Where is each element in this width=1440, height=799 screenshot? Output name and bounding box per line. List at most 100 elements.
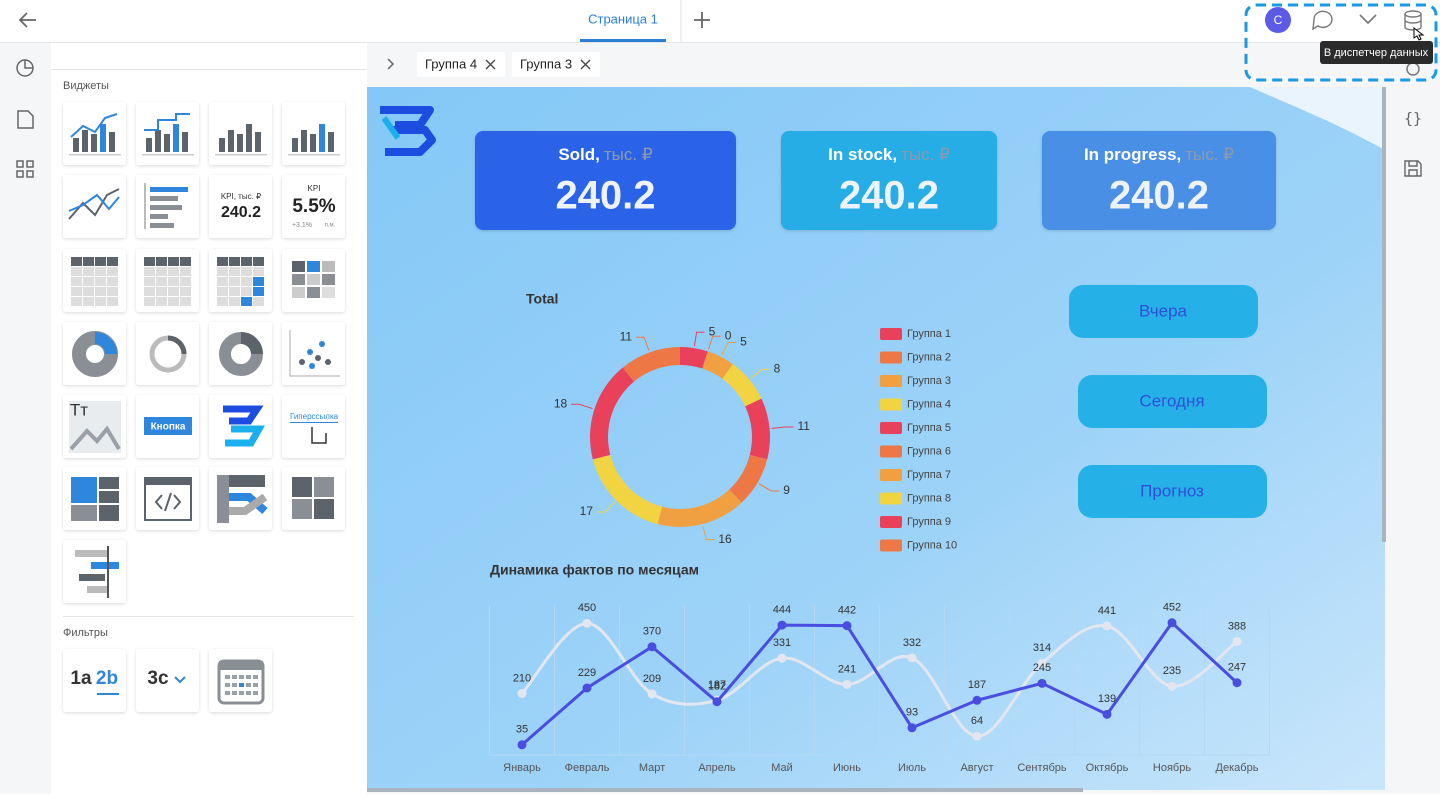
widget-tile[interactable] <box>63 540 126 603</box>
dashboard-button[interactable] <box>1078 375 1267 428</box>
icon-shape <box>246 124 252 152</box>
legend-label: Группа 7 <box>907 469 951 481</box>
widget-icon <box>72 331 118 377</box>
kpi-card <box>1042 131 1276 230</box>
icon-shape <box>225 691 230 695</box>
line-point <box>582 618 592 628</box>
filter-tile[interactable] <box>136 649 199 712</box>
data-label: 245 <box>1033 662 1051 674</box>
icon-shape <box>144 183 146 229</box>
filter-chip[interactable] <box>417 52 505 77</box>
code-icon[interactable]: {} <box>1404 110 1422 128</box>
page-tab[interactable]: Страница 1 <box>588 11 658 26</box>
legend-label: Группа 9 <box>907 516 951 528</box>
widget-icon <box>217 659 265 705</box>
widget-tile[interactable] <box>282 102 345 165</box>
left-rail <box>0 43 50 794</box>
x-tick-label: Февраль <box>565 762 610 774</box>
rail-icons[interactable] <box>16 59 34 178</box>
data-label: 452 <box>1163 602 1181 614</box>
dashboard-button[interactable] <box>1069 285 1258 338</box>
icon-shape <box>83 277 94 286</box>
chip-close[interactable] <box>580 59 591 70</box>
slice-label: 8 <box>774 362 781 376</box>
widget-tile[interactable] <box>136 102 199 165</box>
line-point <box>1102 709 1112 719</box>
legend-swatch <box>880 469 902 481</box>
widget-icon <box>215 124 267 156</box>
icon-shape <box>87 586 107 593</box>
icon-shape <box>144 297 155 306</box>
widget-icon: 3c <box>147 668 186 689</box>
donut-slice <box>657 489 742 527</box>
icon-shape <box>83 287 94 296</box>
icon-shape <box>229 297 240 306</box>
icon-shape <box>319 341 325 347</box>
widget-icon <box>289 330 340 377</box>
leader-line <box>707 335 721 350</box>
line-point <box>972 731 982 741</box>
widget-icon <box>217 257 264 306</box>
icon-shape <box>322 274 335 285</box>
legend-label: Группа 3 <box>907 375 951 387</box>
icon-shape <box>75 550 109 557</box>
icon-shape <box>253 675 258 679</box>
icon-shape <box>290 422 338 423</box>
line-point <box>582 683 592 693</box>
widget-tile[interactable] <box>209 175 272 238</box>
line-point <box>517 740 527 750</box>
widget-tile[interactable] <box>136 322 199 385</box>
icon-shape <box>156 267 167 276</box>
data-label: 187 <box>708 679 726 691</box>
widget-tile[interactable] <box>282 322 345 385</box>
widget-tile[interactable] <box>282 175 345 238</box>
line-point <box>1167 618 1177 628</box>
icon-shape <box>79 574 105 581</box>
line-point <box>1102 621 1112 631</box>
widget-icon: Кнопка <box>144 417 192 435</box>
icon-shape <box>289 330 340 377</box>
widget-tile[interactable] <box>282 395 345 458</box>
filter-tile[interactable] <box>63 649 126 712</box>
chip-close[interactable] <box>485 59 496 70</box>
icon-shape <box>168 257 179 266</box>
add-page[interactable] <box>694 12 710 28</box>
widget-text: 1a <box>70 668 92 689</box>
icon-shape <box>144 113 190 131</box>
data-manager[interactable] <box>1404 10 1422 31</box>
data-label: 441 <box>1098 605 1116 617</box>
tooltip-text: В диспетчер данных <box>1324 47 1429 59</box>
widget-text: Гиперссылка <box>290 412 339 421</box>
widget-icon <box>149 335 187 373</box>
line-point <box>712 697 722 707</box>
icon-shape <box>73 138 79 152</box>
icon-shape <box>253 287 264 296</box>
icon-shape <box>253 683 258 687</box>
back-button[interactable] <box>18 12 36 28</box>
dashboard-button[interactable] <box>1078 465 1267 518</box>
widget-tile[interactable] <box>282 467 345 530</box>
avatar[interactable] <box>1265 7 1291 33</box>
data-label: 64 <box>971 715 983 727</box>
comments[interactable] <box>1312 10 1333 31</box>
widget-tile[interactable] <box>63 175 126 238</box>
widget-tile[interactable] <box>209 102 272 165</box>
icon-shape <box>229 267 240 276</box>
icon-shape <box>91 562 119 569</box>
icon-shape <box>107 277 118 286</box>
widget-icon: 1a 2b <box>70 668 119 695</box>
slice-label: 16 <box>718 532 732 546</box>
dropdown[interactable] <box>1359 14 1377 25</box>
icon-shape <box>150 205 182 210</box>
widget-tile[interactable] <box>63 102 126 165</box>
filter-chip[interactable] <box>512 52 600 77</box>
tab-underline <box>580 39 666 42</box>
icon-shape <box>301 130 307 152</box>
x-tick-label: Март <box>639 762 665 774</box>
icon-shape <box>180 297 191 306</box>
icon-shape <box>229 493 268 515</box>
data-label: 235 <box>1163 665 1181 677</box>
icon-shape <box>71 297 82 306</box>
save-icon[interactable] <box>1404 160 1422 177</box>
expand[interactable] <box>387 58 395 70</box>
